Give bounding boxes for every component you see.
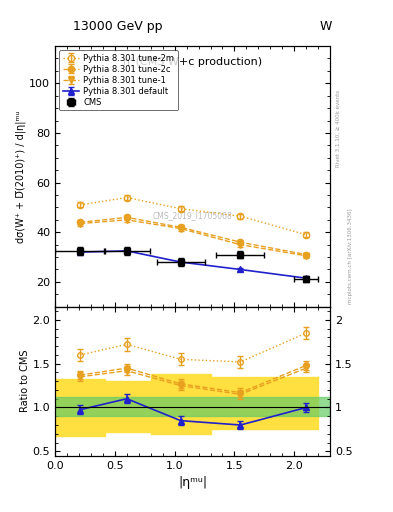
Bar [55,397,330,416]
Legend: Pythia 8.301 tune-2m, Pythia 8.301 tune-2c, Pythia 8.301 tune-1, Pythia 8.301 de: Pythia 8.301 tune-2m, Pythia 8.301 tune-… [59,50,178,110]
Text: 13000 GeV pp: 13000 GeV pp [73,20,163,33]
X-axis label: |ηᵐᵘ|: |ηᵐᵘ| [178,476,207,489]
Y-axis label: dσ(W⁺ + D̅(2010)⁺) / d|η|ᵐᵘ: dσ(W⁺ + D̅(2010)⁺) / d|η|ᵐᵘ [16,110,26,243]
Text: CMS_2019_I1705068: CMS_2019_I1705068 [153,211,232,220]
Text: ηˡ (CMS W+c production): ηˡ (CMS W+c production) [123,56,262,67]
Text: mcplots.cern.ch [arXiv:1306.3436]: mcplots.cern.ch [arXiv:1306.3436] [348,208,353,304]
Text: Rivet 3.1.10, ≥ 400k events: Rivet 3.1.10, ≥ 400k events [336,90,341,166]
Y-axis label: Ratio to CMS: Ratio to CMS [20,350,29,413]
Text: W: W [320,20,332,33]
